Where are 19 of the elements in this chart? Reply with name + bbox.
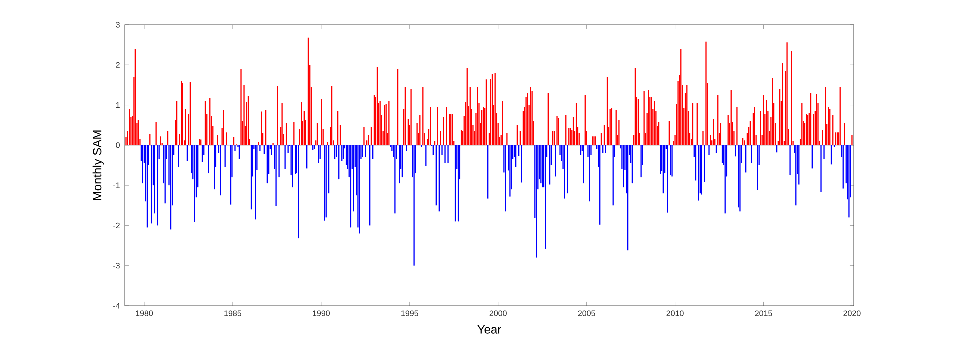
x-tick-label: 1980 xyxy=(136,310,154,316)
x-tick-label: 1990 xyxy=(313,310,330,316)
y-tick-label: 2 xyxy=(116,62,120,68)
x-tick-label: 2005 xyxy=(578,310,596,316)
y-tick-label: -1 xyxy=(114,182,120,188)
x-tick-label: 2000 xyxy=(490,310,507,316)
y-tick-label: -3 xyxy=(114,263,120,269)
y-tick-label: -2 xyxy=(114,222,120,228)
x-tick-label: 2015 xyxy=(755,310,772,316)
y-tick-label: -4 xyxy=(114,303,120,309)
x-tick-label: 1995 xyxy=(402,310,418,316)
y-tick-label: 3 xyxy=(116,22,120,28)
y-axis-title: Monthly SAM xyxy=(92,130,104,200)
y-tick-label: 0 xyxy=(116,142,120,148)
x-tick-label: 1985 xyxy=(224,310,242,316)
x-axis-title: Year xyxy=(478,326,502,334)
x-tick-label: 2020 xyxy=(844,310,861,316)
x-tick-label: 2010 xyxy=(666,310,684,316)
y-tick-label: 1 xyxy=(116,102,120,108)
